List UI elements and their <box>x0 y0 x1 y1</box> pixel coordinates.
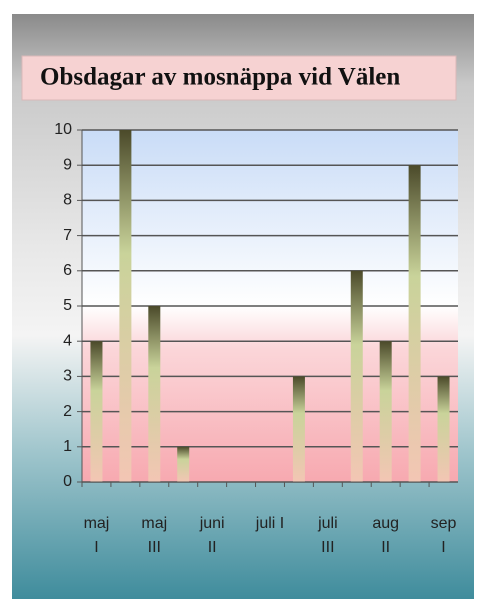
x-tick-label: juli III <box>318 515 338 556</box>
bar <box>119 130 132 482</box>
y-tick-label: 9 <box>63 156 72 173</box>
y-tick-label: 0 <box>63 473 72 490</box>
x-tick-label: juni II <box>199 515 225 556</box>
x-tick-label: maj I <box>83 515 110 556</box>
x-tick-label: juli I <box>255 515 285 532</box>
y-tick-label: 1 <box>63 438 72 455</box>
bar <box>437 376 450 482</box>
y-tick-label: 3 <box>63 368 72 385</box>
y-tick-label: 6 <box>63 262 72 279</box>
bar <box>350 270 363 482</box>
bar <box>292 376 305 482</box>
bar <box>408 165 421 482</box>
y-tick-label: 8 <box>63 192 72 209</box>
y-tick-label: 2 <box>63 403 72 420</box>
bar <box>90 341 103 482</box>
title-box <box>21 55 457 101</box>
bar <box>177 446 190 482</box>
y-tick-label: 4 <box>63 332 72 349</box>
y-tick-label: 10 <box>54 121 72 138</box>
y-tick-label: 7 <box>63 227 72 244</box>
y-tick-label: 5 <box>63 297 72 314</box>
chart-title: Obsdagar av mosnäppa vid Välen <box>40 64 400 91</box>
bar <box>148 306 161 482</box>
x-tick-label: maj III <box>141 515 168 556</box>
x-tick-label: aug II <box>372 515 400 556</box>
bar <box>379 341 392 482</box>
x-tick-label: sep I <box>430 515 457 556</box>
